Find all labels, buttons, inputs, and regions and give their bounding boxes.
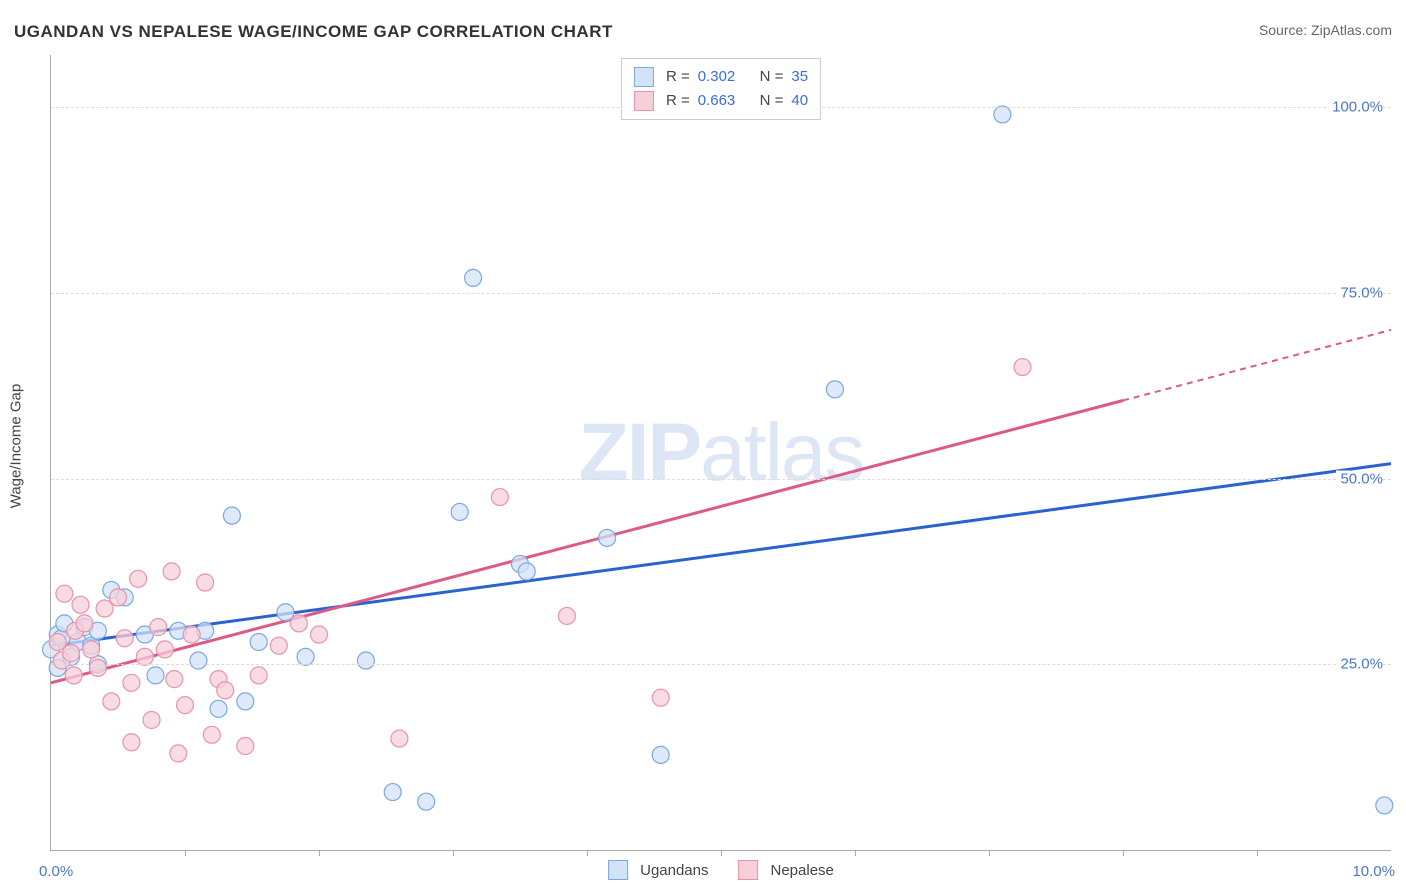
plot-area: ZIPatlas 25.0%50.0%75.0%100.0% 0.0% 10.0… xyxy=(50,55,1391,851)
data-point xyxy=(130,570,147,587)
data-point xyxy=(166,671,183,688)
data-point xyxy=(599,529,616,546)
r-value-nepalese: 0.663 xyxy=(698,89,736,113)
data-point xyxy=(994,106,1011,123)
y-tick-label: 100.0% xyxy=(1328,99,1383,116)
trend-line xyxy=(51,400,1123,682)
data-point xyxy=(65,667,82,684)
swatch-nepalese xyxy=(634,91,654,111)
data-point xyxy=(170,745,187,762)
legend-item-nepalese: Nepalese xyxy=(739,860,834,880)
data-point xyxy=(250,633,267,650)
data-point xyxy=(826,381,843,398)
r-label: R = xyxy=(666,65,690,89)
data-point xyxy=(465,269,482,286)
swatch-ugandans xyxy=(634,67,654,87)
data-point xyxy=(89,659,106,676)
scatter-svg xyxy=(51,55,1391,850)
x-tick xyxy=(587,850,588,856)
data-point xyxy=(652,746,669,763)
chart-title: UGANDAN VS NEPALESE WAGE/INCOME GAP CORR… xyxy=(14,22,613,42)
data-point xyxy=(203,726,220,743)
x-tick xyxy=(185,850,186,856)
x-tick xyxy=(989,850,990,856)
data-point xyxy=(652,689,669,706)
data-point xyxy=(156,641,173,658)
data-point xyxy=(110,589,127,606)
y-axis-label: Wage/Income Gap xyxy=(8,384,25,509)
x-tick xyxy=(319,850,320,856)
data-point xyxy=(270,637,287,654)
legend-label-ugandans: Ugandans xyxy=(640,862,708,879)
data-point xyxy=(491,489,508,506)
data-point xyxy=(558,607,575,624)
data-point xyxy=(237,737,254,754)
legend-row-nepalese: R = 0.663 N = 40 xyxy=(634,89,808,113)
data-point xyxy=(1376,797,1393,814)
data-point xyxy=(311,626,328,643)
data-point xyxy=(76,615,93,632)
data-point xyxy=(72,596,89,613)
n-label: N = xyxy=(760,65,784,89)
x-tick xyxy=(721,850,722,856)
data-point xyxy=(183,626,200,643)
n-label: N = xyxy=(760,89,784,113)
trend-line xyxy=(51,464,1391,646)
swatch-ugandans-icon xyxy=(608,860,628,880)
data-point xyxy=(136,648,153,665)
data-point xyxy=(190,652,207,669)
x-axis-min-label: 0.0% xyxy=(39,863,73,880)
r-label: R = xyxy=(666,89,690,113)
gridline-y xyxy=(51,293,1391,294)
data-point xyxy=(223,507,240,524)
data-point xyxy=(1014,359,1031,376)
data-point xyxy=(63,645,80,662)
data-point xyxy=(217,682,234,699)
data-point xyxy=(116,630,133,647)
y-tick-label: 25.0% xyxy=(1336,656,1383,673)
data-point xyxy=(150,619,167,636)
data-point xyxy=(357,652,374,669)
gridline-y xyxy=(51,664,1391,665)
x-tick xyxy=(1123,850,1124,856)
data-point xyxy=(143,711,160,728)
data-point xyxy=(123,734,140,751)
x-axis-max-label: 10.0% xyxy=(1352,863,1395,880)
x-tick xyxy=(453,850,454,856)
series-legend: Ugandans Nepalese xyxy=(608,860,834,880)
legend-label-nepalese: Nepalese xyxy=(771,862,834,879)
n-value-nepalese: 40 xyxy=(791,89,808,113)
data-point xyxy=(384,784,401,801)
data-point xyxy=(56,585,73,602)
y-tick-label: 75.0% xyxy=(1336,284,1383,301)
data-point xyxy=(163,563,180,580)
data-point xyxy=(103,693,120,710)
gridline-y xyxy=(51,479,1391,480)
data-point xyxy=(518,563,535,580)
data-point xyxy=(123,674,140,691)
data-point xyxy=(177,697,194,714)
n-value-ugandans: 35 xyxy=(791,65,808,89)
data-point xyxy=(297,648,314,665)
data-point xyxy=(147,667,164,684)
data-point xyxy=(210,700,227,717)
x-tick xyxy=(855,850,856,856)
data-point xyxy=(451,503,468,520)
x-tick xyxy=(1257,850,1258,856)
data-point xyxy=(83,641,100,658)
data-point xyxy=(391,730,408,747)
swatch-nepalese-icon xyxy=(739,860,759,880)
y-tick-label: 50.0% xyxy=(1336,470,1383,487)
r-value-ugandans: 0.302 xyxy=(698,65,736,89)
legend-item-ugandans: Ugandans xyxy=(608,860,708,880)
data-point xyxy=(250,667,267,684)
source-attribution: Source: ZipAtlas.com xyxy=(1259,22,1392,38)
data-point xyxy=(237,693,254,710)
trend-line-extrapolated xyxy=(1123,330,1391,401)
data-point xyxy=(197,574,214,591)
legend-row-ugandans: R = 0.302 N = 35 xyxy=(634,65,808,89)
data-point xyxy=(290,615,307,632)
correlation-legend: R = 0.302 N = 35 R = 0.663 N = 40 xyxy=(621,58,821,120)
data-point xyxy=(418,793,435,810)
